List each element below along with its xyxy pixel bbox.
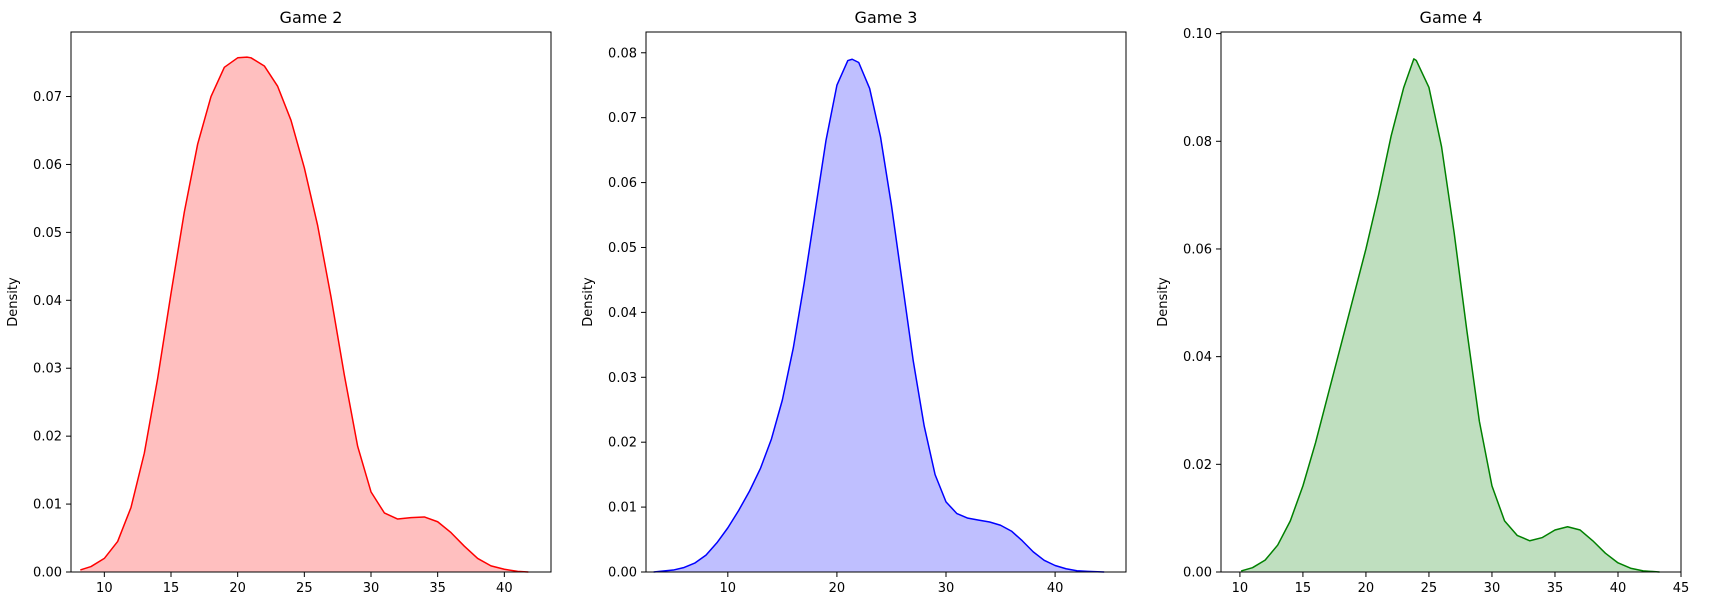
y-tick-label: 0.06 [1183, 242, 1212, 257]
y-tick-label: 0.07 [33, 90, 62, 105]
subplot-title: Game 4 [1420, 8, 1483, 27]
y-tick-label: 0.02 [33, 430, 62, 445]
axes-frame [645, 31, 1127, 573]
y-tick-label: 0.08 [1183, 135, 1212, 150]
y-tick-label: 0.01 [608, 501, 637, 516]
subplot-3: 10 15 20 25 30 35 40 45 0.00 0.02 0.04 0.06 0.08 0.10… [1156, 8, 1689, 596]
y-tick-label: 0.02 [608, 436, 637, 451]
y-tick-label: 0.07 [608, 111, 637, 126]
x-tick-label: 15 [1295, 581, 1312, 596]
x-tick-label: 35 [429, 581, 446, 596]
y-tick-label: 0.00 [608, 566, 637, 581]
x-tick-label: 10 [1232, 581, 1249, 596]
x-tick-label: 25 [1421, 581, 1438, 596]
x-tick-label: 40 [1610, 581, 1627, 596]
y-tick-label: 0.03 [33, 362, 62, 377]
y-axis-label: Density [6, 277, 21, 327]
y-tick-label: 0.10 [1183, 27, 1212, 42]
density-area [653, 59, 1105, 572]
x-tick-label: 40 [496, 581, 513, 596]
x-tick-label: 10 [720, 581, 737, 596]
y-tick-label: 0.02 [1183, 458, 1212, 473]
axes-frame [70, 31, 552, 573]
density-line [1240, 58, 1660, 573]
x-tick-label: 30 [1484, 581, 1501, 596]
x-tick-label: 20 [1358, 581, 1375, 596]
y-axis-label: Density [581, 277, 596, 327]
x-tick-label: 30 [363, 581, 380, 596]
y-tick-label: 0.00 [1183, 566, 1212, 581]
y-tick-label: 0.06 [608, 176, 637, 191]
y-tick-label: 0.04 [33, 294, 62, 309]
x-tick-label: 20 [229, 581, 246, 596]
subplot-title: Game 3 [855, 8, 918, 27]
x-tick-label: 40 [1047, 581, 1064, 596]
density-area [80, 57, 529, 572]
x-tick-label: 15 [163, 581, 180, 596]
subplot-2: 10 20 30 40 0.00 0.01 0.02 0.03 0.04 0.05 0.06 0.07… [581, 8, 1127, 596]
density-area [1241, 58, 1660, 573]
x-tick-label: 10 [96, 581, 113, 596]
y-tick-label: 0.06 [33, 158, 62, 173]
density-line [80, 56, 529, 573]
y-tick-label: 0.04 [608, 306, 637, 321]
y-tick-label: 0.05 [33, 226, 62, 241]
y-tick-label: 0.00 [33, 566, 62, 581]
density-line [653, 58, 1105, 573]
x-tick-label: 45 [1673, 581, 1690, 596]
x-tick-label: 35 [1547, 581, 1564, 596]
y-tick-label: 0.03 [608, 371, 637, 386]
subplot-1: 10 15 20 25 30 35 40 0.00 0.01 0.02 0.03 0.04 0.05 0.… [6, 8, 552, 596]
x-tick-label: 25 [296, 581, 313, 596]
subplot-title: Game 2 [280, 8, 343, 27]
x-tick-label: 20 [829, 581, 846, 596]
y-tick-label: 0.01 [33, 498, 62, 513]
axes-frame [1220, 31, 1682, 573]
y-tick-label: 0.05 [608, 241, 637, 256]
x-tick-label: 30 [938, 581, 955, 596]
y-axis-label: Density [1156, 277, 1171, 327]
y-tick-label: 0.04 [1183, 350, 1212, 365]
y-tick-label: 0.08 [608, 46, 637, 61]
